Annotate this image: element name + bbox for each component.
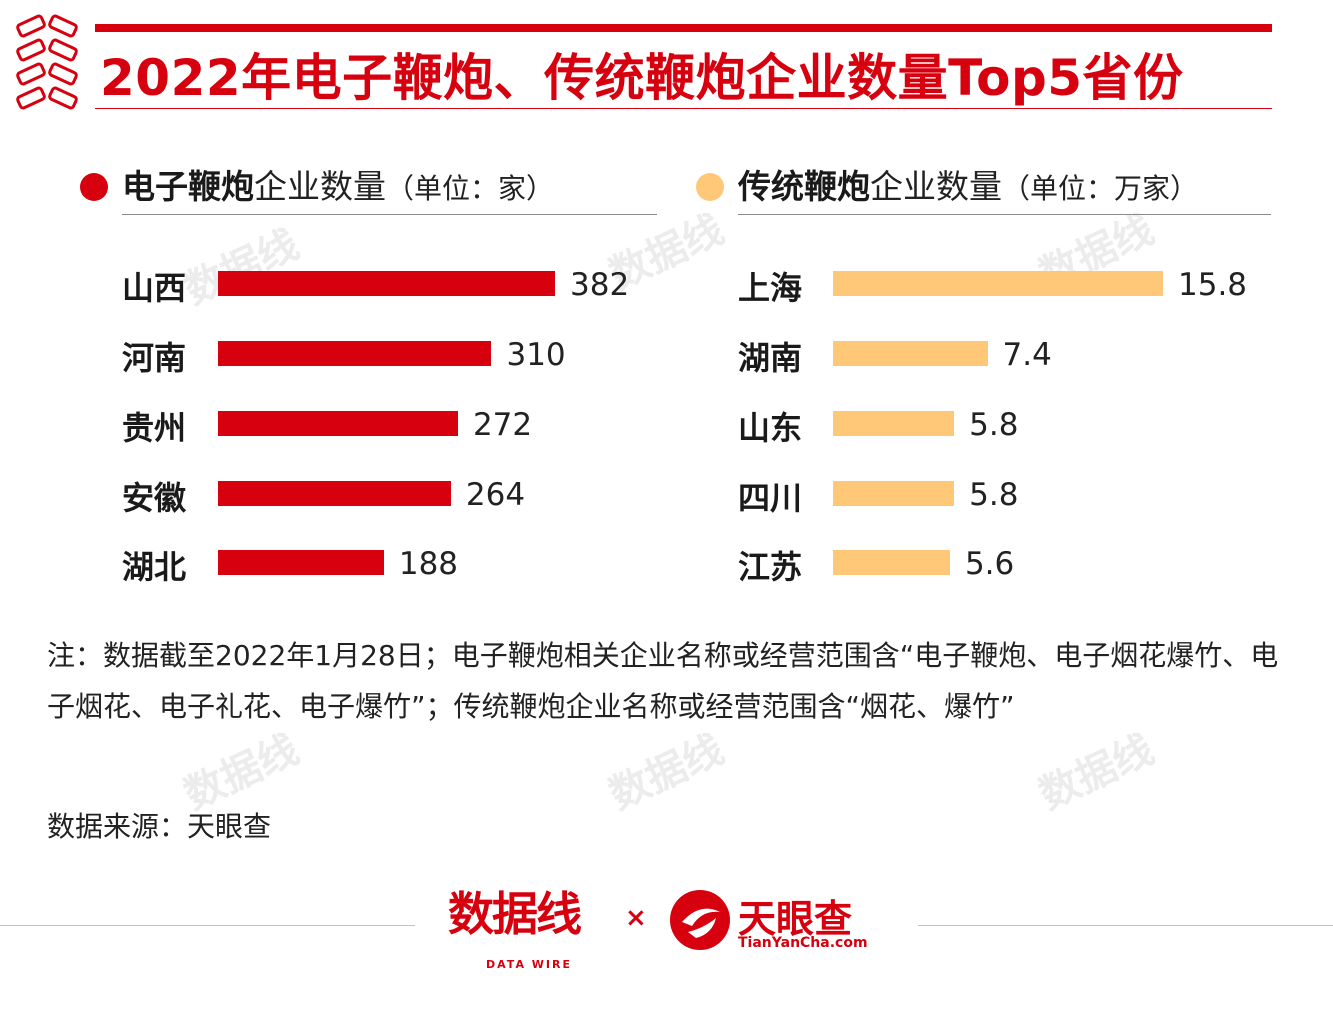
watermark: 数据线 (177, 221, 306, 314)
value-label: 382 (570, 267, 630, 303)
category-label: 河南 (122, 339, 187, 377)
bar (833, 411, 955, 436)
bar (833, 481, 955, 506)
legend-dot-red-icon (80, 173, 108, 201)
tianyancha-logo-icon (670, 890, 730, 950)
bar (218, 481, 451, 506)
bar (218, 341, 492, 366)
value-label: 5.6 (964, 546, 1015, 582)
footnote: 注：数据截至2022年1月28日；电子鞭炮相关企业名称或经营范围含“电子鞭炮、电… (47, 639, 1279, 723)
legend-unit-label: （单位：万家） (1002, 172, 1199, 205)
legend-strong-label: 传统鞭炮 (738, 167, 870, 206)
bar (218, 411, 458, 436)
category-label: 贵州 (122, 409, 187, 447)
value-label: 15.8 (1178, 267, 1248, 303)
legend-rule (738, 214, 1271, 215)
category-label: 安徽 (122, 479, 187, 517)
value-label: 5.8 (969, 407, 1019, 443)
legend-electronic: 电子鞭炮企业数量（单位：家） (80, 160, 554, 208)
footer-rule-right (918, 925, 1333, 926)
tianyancha-logo: 天眼查 (738, 897, 853, 941)
category-label: 湖北 (122, 548, 187, 586)
value-label: 272 (472, 407, 533, 443)
legend-rest-label: 企业数量 (254, 167, 386, 206)
tianyancha-logo-sub: TianYanCha.com (738, 935, 868, 951)
category-label: 上海 (738, 269, 803, 307)
chart-title: 2022年电子鞭炮、传统鞭炮企业数量Top5省份 (100, 49, 1184, 107)
category-label: 江苏 (738, 548, 803, 586)
category-label: 湖南 (738, 339, 803, 377)
value-label: 7.4 (1002, 337, 1052, 373)
collab-times-icon: × (625, 903, 647, 933)
title-bottom-rule (95, 108, 1272, 109)
legend-dot-orange-icon (696, 173, 724, 201)
category-label: 四川 (738, 479, 803, 517)
category-label: 山西 (122, 269, 187, 307)
datawire-logo-sub: DATA WIRE (486, 958, 572, 971)
watermark: 数据线 (1032, 726, 1161, 819)
bar (218, 550, 384, 575)
value-label: 310 (506, 337, 566, 373)
bar (833, 550, 950, 575)
bar (833, 271, 1163, 296)
legend-rule (122, 214, 657, 215)
firecracker-logo-icon (16, 14, 78, 110)
legend-rest-label: 企业数量 (870, 167, 1002, 206)
bar (218, 271, 555, 296)
value-label: 5.8 (969, 477, 1019, 513)
title-top-rule (95, 24, 1272, 32)
bar (833, 341, 988, 366)
value-label: 264 (465, 477, 526, 513)
legend-strong-label: 电子鞭炮 (122, 167, 254, 206)
data-source: 数据来源：天眼查 (47, 810, 272, 843)
category-label: 山东 (738, 409, 803, 447)
legend-unit-label: （单位：家） (386, 172, 555, 205)
footer-rule-left (0, 925, 415, 926)
datawire-logo: 数据线 (448, 887, 582, 941)
value-label: 188 (398, 546, 459, 582)
watermark: 数据线 (602, 726, 731, 819)
legend-traditional: 传统鞭炮企业数量（单位：万家） (696, 160, 1198, 208)
